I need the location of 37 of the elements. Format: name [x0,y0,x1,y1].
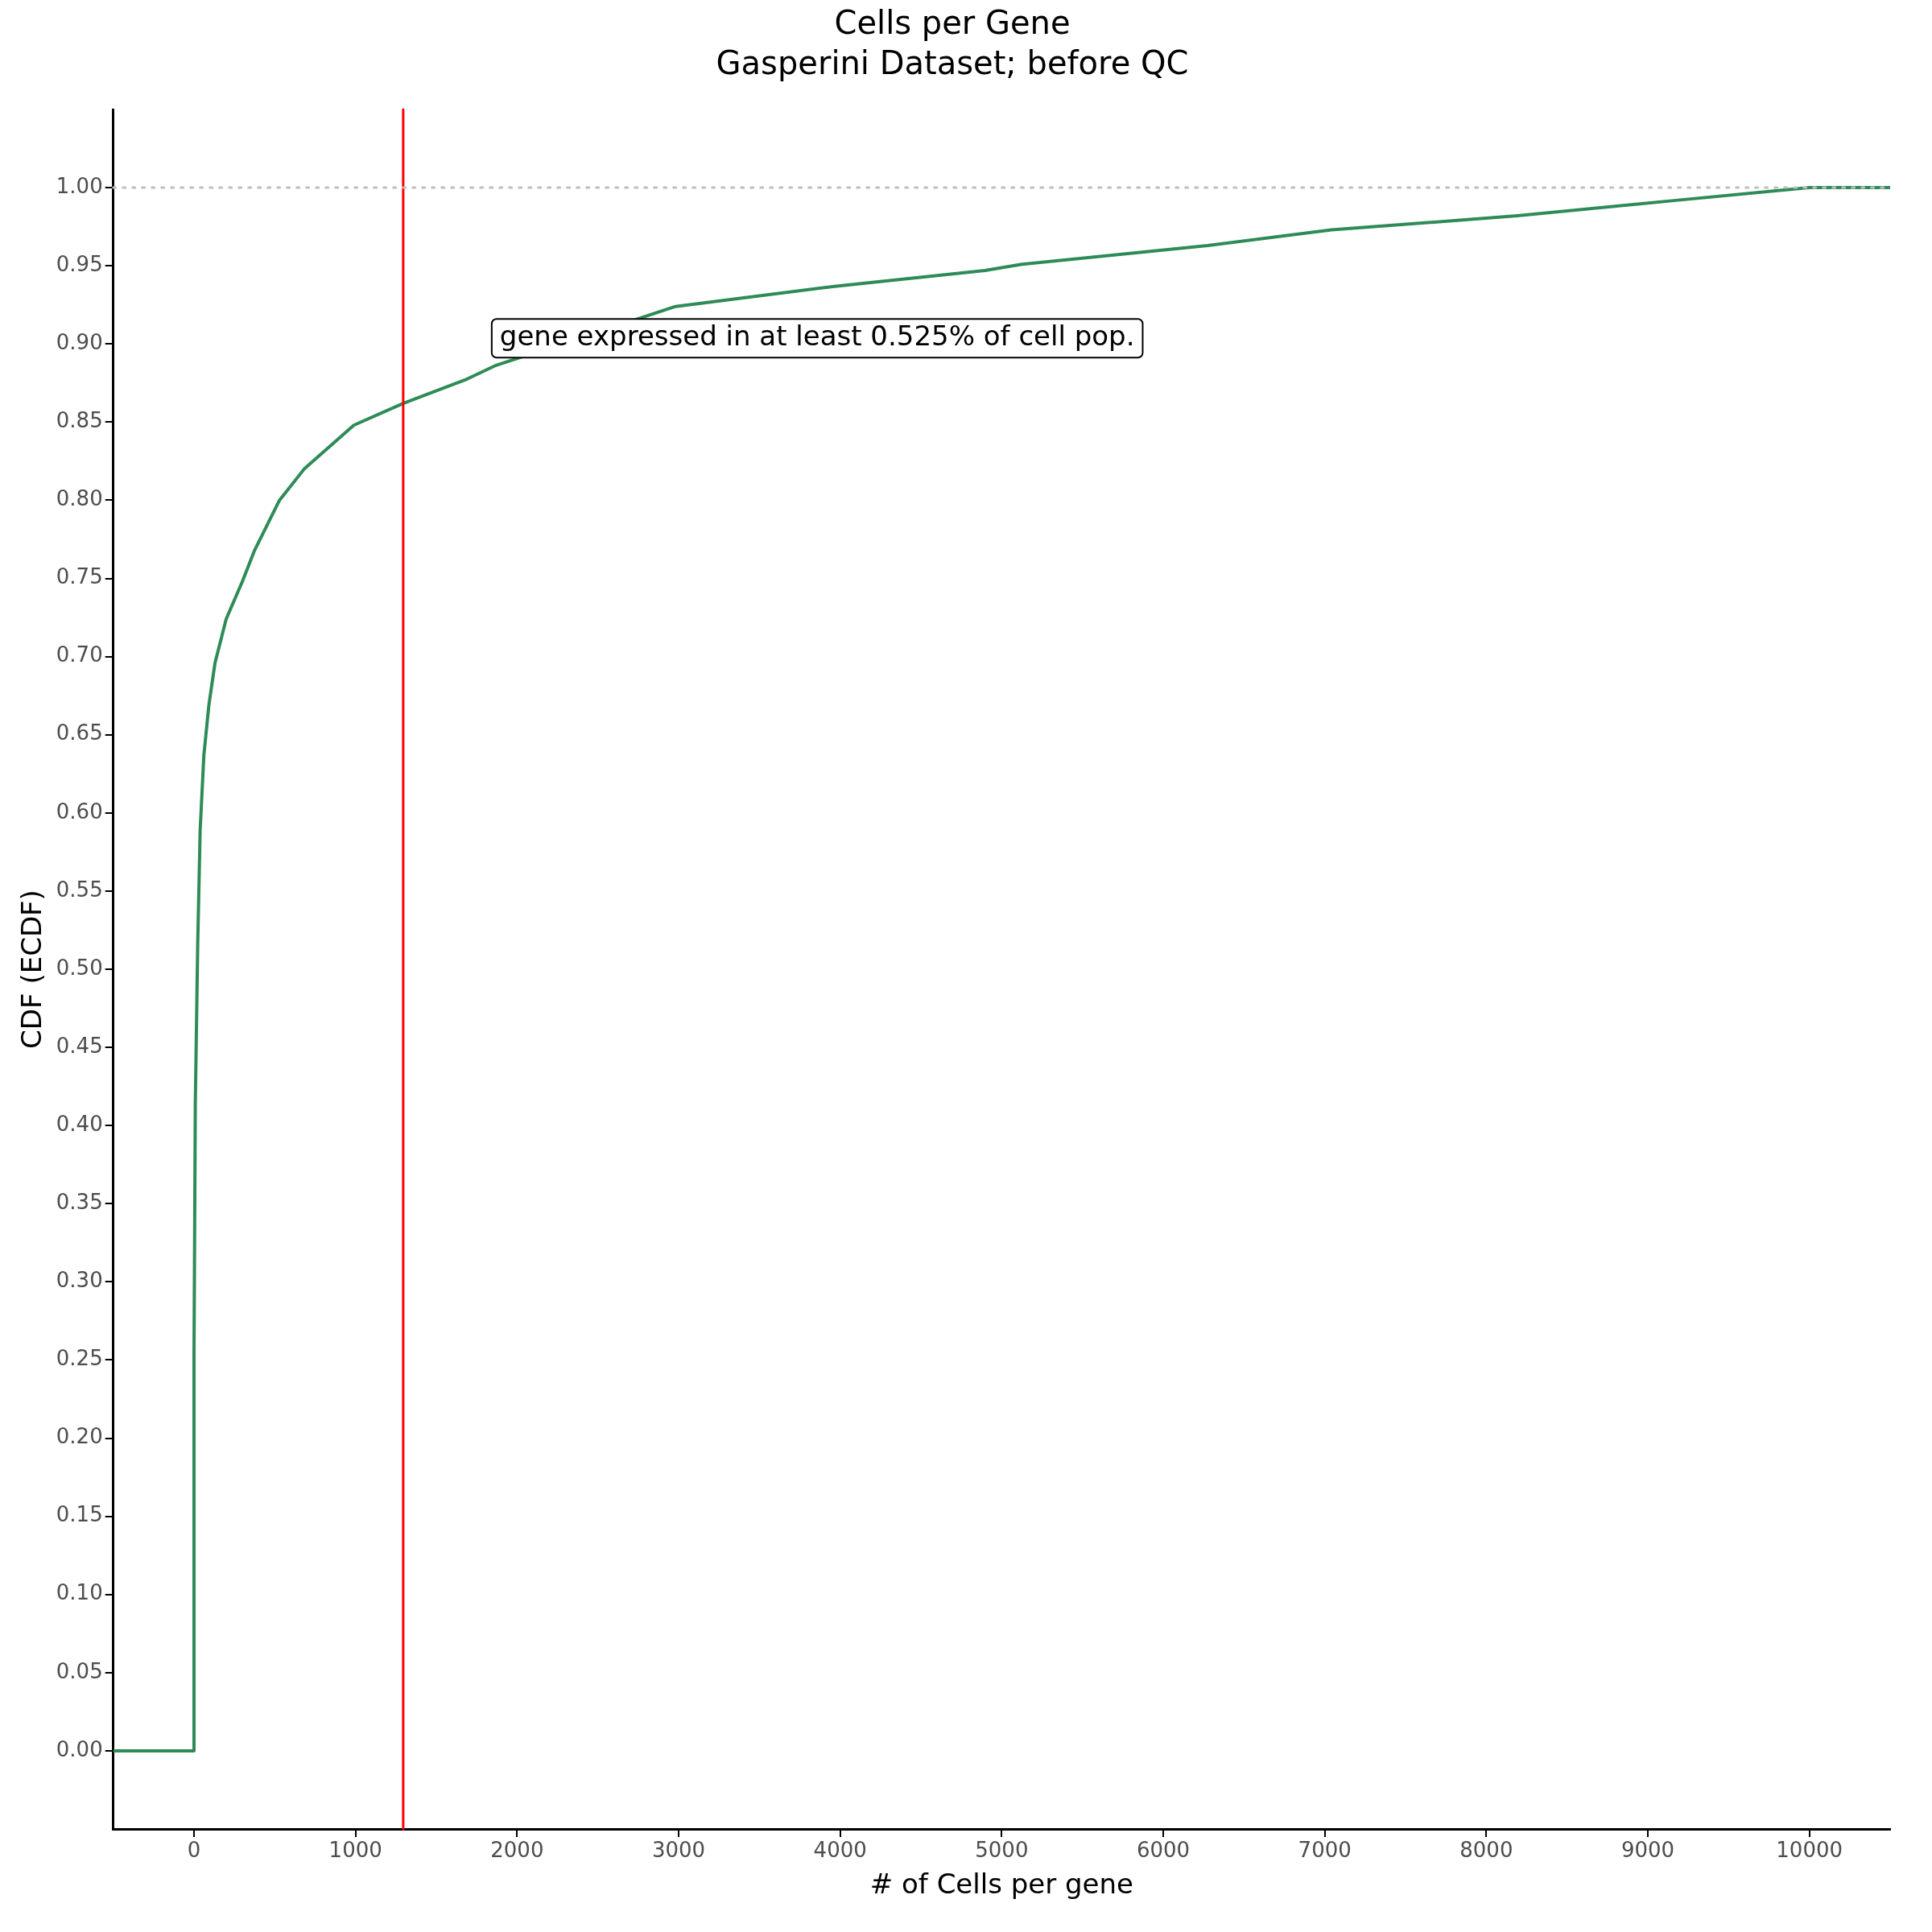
x-tick-label: 6000 [1136,1838,1191,1863]
y-tick-label: 0.10 [56,1580,103,1605]
y-tick-label: 0.00 [56,1736,103,1761]
y-tick-label: 0.25 [56,1346,103,1371]
y-tick-label: 0.90 [56,330,103,355]
x-tick-label: 10000 [1776,1838,1843,1863]
x-tick-label: 4000 [813,1838,867,1863]
y-tick-label: 0.75 [56,564,103,589]
y-tick-label: 0.95 [56,251,103,276]
annotation: gene expressed in at least 0.525% of cell pop. [499,320,1135,353]
y-tick-label: 0.45 [56,1033,103,1058]
chart-subtitle: Gasperini Dataset; before QC [716,44,1189,82]
x-axis-title: # of Cells per gene [869,1868,1133,1901]
y-tick-label: 0.70 [56,642,103,667]
x-tick-label: 1000 [328,1838,382,1863]
y-tick-label: 0.40 [56,1111,103,1136]
y-tick-label: 0.05 [56,1658,103,1683]
y-tick-label: 0.80 [56,486,103,511]
x-tick-label: 2000 [490,1838,544,1863]
x-tick-label: 0 [187,1838,201,1863]
x-tick-label: 7000 [1298,1838,1352,1863]
x-tick-label: 5000 [975,1838,1029,1863]
x-tick-label: 9000 [1620,1838,1675,1863]
y-tick-label: 0.35 [56,1190,103,1215]
y-tick-label: 0.65 [56,720,103,745]
y-tick-label: 0.20 [56,1424,103,1449]
x-tick-label: 3000 [651,1838,706,1863]
x-tick-label: 8000 [1459,1838,1513,1863]
y-tick-label: 0.30 [56,1268,103,1293]
y-tick-label: 0.50 [56,955,103,980]
y-axis-title: CDF (ECDF) [15,890,48,1049]
chart-title: Cells per Gene [834,4,1071,42]
y-tick-label: 0.55 [56,877,103,902]
y-tick-label: 0.85 [56,408,103,433]
y-tick-label: 1.00 [56,173,103,198]
y-tick-label: 0.15 [56,1502,103,1527]
y-tick-label: 0.60 [56,799,103,824]
